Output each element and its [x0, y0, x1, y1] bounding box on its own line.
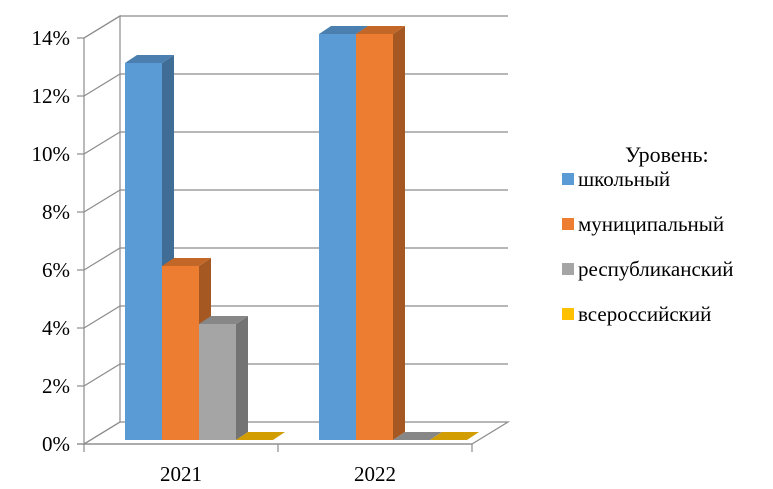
- y-tick-label: 2%: [42, 374, 70, 398]
- bar-top: [199, 316, 248, 324]
- y-tick-label: 6%: [42, 258, 70, 282]
- y-axis-tick-labels: 0% 2% 4% 6% 8% 10% 12% 14%: [32, 26, 71, 456]
- bar: [430, 432, 479, 440]
- y-tick-label: 8%: [42, 200, 70, 224]
- bar-top: [430, 432, 479, 440]
- bar: [356, 26, 405, 440]
- legend-swatch: [562, 173, 574, 185]
- legend-label: муниципальный: [578, 212, 724, 236]
- bar: [125, 55, 174, 440]
- y-tick-label: 12%: [32, 84, 71, 108]
- x-category-label: 2022: [354, 462, 396, 486]
- legend-label: школьный: [578, 167, 670, 191]
- bar-front: [319, 34, 356, 440]
- bar-front: [125, 63, 162, 440]
- bar-side: [236, 316, 248, 440]
- bar-front: [199, 324, 236, 440]
- y-tick-label: 14%: [32, 26, 71, 50]
- legend-title: Уровень:: [625, 142, 709, 167]
- bars: [125, 26, 479, 440]
- legend-swatch: [562, 308, 574, 320]
- bar-top: [393, 432, 442, 440]
- bar-top: [236, 432, 285, 440]
- side-wall: [83, 14, 121, 446]
- bar-top: [125, 55, 174, 63]
- legend-swatch: [562, 218, 574, 230]
- bar-front: [356, 34, 393, 440]
- bar: [393, 432, 442, 440]
- bar-top: [356, 26, 405, 34]
- bar: [199, 316, 248, 440]
- bar-side: [393, 26, 405, 440]
- x-axis-category-labels: 2021 2022: [160, 462, 396, 486]
- y-tick-label: 4%: [42, 316, 70, 340]
- y-tick-label: 10%: [32, 142, 71, 166]
- bar-top: [162, 258, 211, 266]
- gridline: [83, 15, 508, 39]
- y-tick-label: 0%: [42, 432, 70, 456]
- legend-swatch: [562, 263, 574, 275]
- bar: [236, 432, 285, 440]
- x-category-label: 2021: [160, 462, 202, 486]
- bar-top: [319, 26, 368, 34]
- legend: Уровень: школьный муниципальный республика…: [562, 142, 733, 326]
- bar-front: [162, 266, 199, 440]
- legend-label: республиканский: [578, 257, 733, 281]
- legend-label: всероссийский: [578, 302, 711, 326]
